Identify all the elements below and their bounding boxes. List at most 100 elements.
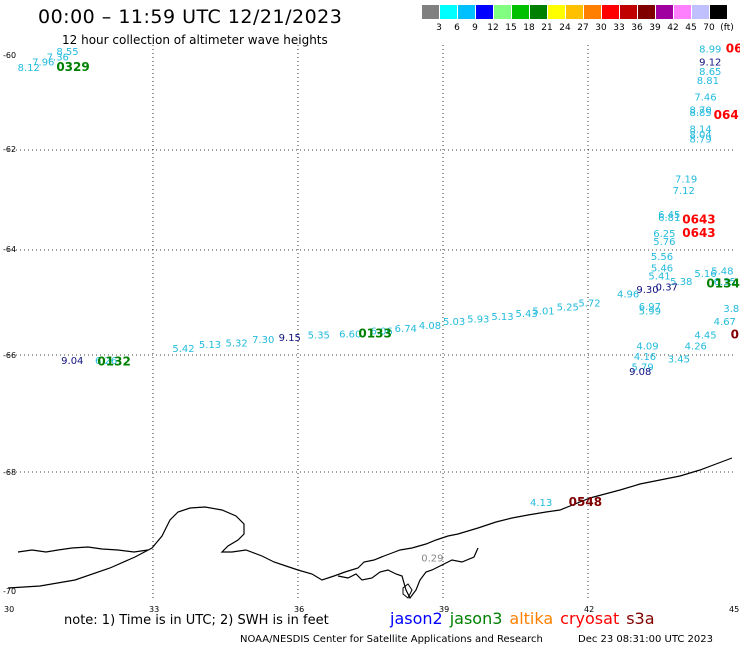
scale-swatch [656, 5, 673, 19]
longitude-label: 33 [149, 605, 159, 614]
legend-jason2: jason2 [390, 609, 443, 628]
wave-height-label: 8.79 [690, 135, 712, 146]
wave-height-label: 8.81 [697, 76, 719, 87]
scale-swatch [566, 5, 583, 19]
scale-swatch [530, 5, 547, 19]
scale-label: 18 [523, 23, 535, 33]
pass-time-label: 0329 [56, 60, 89, 74]
scale-label: 30 [595, 23, 607, 33]
pass-time-label: 0133 [358, 326, 391, 340]
wave-height-label: 5.79 [632, 363, 654, 374]
scale-label: 27 [577, 23, 589, 33]
wave-height-label: 5.13 [199, 340, 221, 351]
scale-label: 12 [487, 23, 499, 33]
wave-height-label: 4.26 [685, 341, 707, 352]
wave-height-label: 4.09 [636, 341, 658, 352]
wave-height-label: 5.03 [443, 317, 465, 328]
coastline [7, 457, 733, 600]
scale-label: 42 [667, 23, 679, 33]
scale-label: 9 [472, 23, 478, 33]
footer-timestamp: Dec 23 08:31:00 UTC 2023 [578, 634, 713, 645]
scale-label: 15 [505, 23, 517, 33]
wave-height-label: 7.46 [694, 92, 716, 103]
wave-height-label: 4.96 [617, 289, 639, 300]
wave-height-label: 5.93 [467, 315, 489, 326]
wave-height-label: 9.04 [61, 356, 83, 367]
scale-swatch [494, 5, 511, 19]
wave-height-label: 8.04 [690, 130, 712, 141]
wave-height-label: 9.15 [279, 333, 301, 344]
footer-credit: NOAA/NESDIS Center for Satellite Applica… [240, 634, 543, 645]
wave-height-label: 5.35 [308, 331, 330, 342]
scale-label: 3 [436, 23, 442, 33]
pass-time-label: 0132 [97, 354, 130, 368]
wave-height-label: 8.65 [699, 67, 721, 78]
wave-height-label: 0.29 [421, 553, 443, 564]
scale-swatch [476, 5, 493, 19]
wave-height-label: 8.55 [56, 47, 78, 58]
wave-height-label: 6.81 [658, 213, 680, 224]
wave-height-label: 5.16 [694, 269, 716, 280]
wave-height-label: 6.97 [639, 302, 661, 313]
wave-height-label: 6.45 [658, 210, 680, 221]
coast-small-inlet [17, 546, 149, 553]
wave-height-label: 4.13 [530, 498, 552, 509]
wave-height-label: 4.08 [419, 321, 441, 332]
scale-label: (ft) [720, 23, 734, 33]
legend-altika: altika [509, 609, 554, 628]
wave-height-label: 9.08 [629, 367, 651, 378]
wave-height-label: 0.37 [656, 282, 678, 293]
pass-time-label: 06 [726, 41, 740, 55]
wave-height-label: 3.45 [668, 355, 690, 366]
pass-time-label: 064 [714, 108, 739, 122]
scale-label: 45 [685, 23, 697, 33]
scale-swatch [422, 5, 439, 19]
scale-label: 70 [703, 23, 715, 33]
longitude-label: 45 [729, 605, 739, 614]
wave-height-label: 6.60 [339, 329, 361, 340]
wave-height-label: 6.74 [395, 324, 417, 335]
scale-swatch [638, 5, 655, 19]
wave-height-label: 8.85 [690, 108, 712, 119]
scale-swatch [458, 5, 475, 19]
scale-swatch [620, 5, 637, 19]
page-title: 00:00 – 11:59 UTC 12/21/2023 [38, 6, 343, 28]
wave-height-label: 8.99 [699, 44, 721, 55]
wave-height-label: 4.16 [634, 352, 656, 363]
wave-height-label: 5.56 [651, 252, 673, 263]
scale-swatch [674, 5, 691, 19]
latitude-label: -66 [3, 351, 16, 360]
longitude-label: 42 [584, 605, 594, 614]
wave-height-label: 8.12 [18, 63, 40, 74]
wave-height-label: 5.38 [670, 277, 692, 288]
latitude-label: -62 [3, 145, 16, 154]
wave-height-label: 5.48 [711, 266, 733, 277]
wave-height-label: 6.35 [714, 277, 736, 288]
scale-swatch [512, 5, 529, 19]
scale-label: 21 [541, 23, 553, 33]
graticule: -60 -62 -64 -66 -68 -70 30 33 36 39 42 45 [3, 45, 739, 614]
wave-height-label: 5.43 [516, 309, 538, 320]
wave-height-label: 6.25 [653, 229, 675, 240]
coast-inlet [337, 547, 479, 600]
wave-height-label: 5.41 [648, 272, 670, 283]
antarctic-coastline [7, 457, 733, 589]
wave-height-label: 4.67 [714, 317, 736, 328]
legend-s3a: s3a [626, 609, 655, 628]
wave-height-label: 5.46 [651, 264, 673, 275]
longitude-label: 36 [294, 605, 304, 614]
longitude-label: 30 [4, 605, 14, 614]
pass-time-label: 0548 [569, 495, 602, 509]
scale-swatch [692, 5, 709, 19]
latitude-label: -68 [3, 468, 16, 477]
wave-height-label: 3.85 [723, 304, 740, 315]
latitude-label: -64 [3, 245, 16, 254]
island-outline [402, 583, 413, 599]
latitude-label: -70 [3, 587, 16, 596]
observation-labels: 8.557.367.968.12 0329 8.99 9.128.658.81 7.46… [18, 41, 740, 564]
latitude-label: -60 [3, 51, 16, 60]
wave-height-label: 7.19 [675, 174, 697, 185]
scale-swatch [710, 5, 727, 19]
wave-height-label: 6.06 [371, 326, 393, 337]
